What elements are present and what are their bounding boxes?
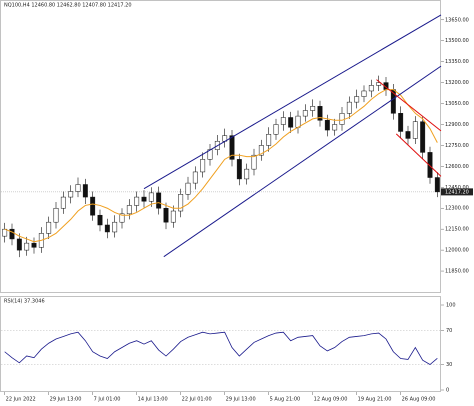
x-tick-label: 14 Jul 13:00 (138, 397, 168, 403)
candle-body (200, 159, 206, 173)
candle-body (16, 238, 22, 251)
candle-body (141, 196, 147, 202)
y-tick-label: 13650.00 (445, 17, 469, 23)
candle-body (354, 96, 360, 103)
candle-body (170, 210, 176, 223)
x-tick-label: 29 Jun 13:00 (50, 397, 82, 403)
rsi-tick-label: 0 (446, 388, 449, 394)
rsi-tick-label: 70 (446, 328, 452, 334)
x-tick-label: 5 Aug 21:00 (270, 397, 301, 403)
candle-body (346, 101, 352, 114)
y-tick-label: 12750.00 (445, 143, 469, 149)
x-tick-label: 22 Jul 01:00 (182, 397, 212, 403)
x-tick-label: 22 Jun 2022 (6, 397, 36, 403)
candle-body (361, 90, 367, 97)
candle-body (236, 159, 242, 180)
trendline (376, 79, 442, 132)
last-price-label: 12417.20 (445, 189, 469, 195)
candle-body (412, 121, 418, 139)
trendline (143, 14, 442, 190)
y-tick-label: 12450.00 (445, 185, 469, 191)
candle-body (266, 133, 272, 146)
y-tick-label: 12600.00 (445, 164, 469, 170)
candle-body (295, 115, 301, 128)
y-tick-label: 13500.00 (445, 38, 469, 44)
chart-title: NQ100,H4 12460.80 12462.80 12407.80 1241… (4, 3, 132, 9)
candle-body (60, 196, 66, 209)
candle-body (229, 135, 235, 160)
candle-body (185, 182, 191, 195)
candle-body (273, 124, 279, 135)
candle-body (53, 207, 59, 223)
candle-body (75, 184, 81, 192)
candle-body (46, 221, 52, 234)
candle-body (368, 85, 374, 92)
y-tick-label: 12900.00 (445, 122, 469, 128)
candle-body (310, 106, 316, 111)
candle-body (288, 117, 294, 128)
candle-body (148, 192, 154, 202)
candle-body (82, 184, 88, 198)
candle-body (280, 117, 286, 125)
candle-body (126, 205, 132, 215)
candle-body (90, 196, 96, 216)
y-tick-label: 11850.00 (445, 269, 469, 275)
candle-body (112, 221, 118, 233)
x-tick-label: 7 Jul 01:00 (94, 397, 121, 403)
candle-body (97, 214, 103, 226)
y-tick-label: 13200.00 (445, 80, 469, 86)
rsi-panel (0, 296, 441, 392)
candle-body (317, 106, 323, 121)
candle-body (427, 152, 433, 178)
candle-body (104, 224, 110, 233)
candle-body (420, 121, 426, 153)
y-tick-label: 13350.00 (445, 59, 469, 65)
candle-body (192, 171, 198, 184)
candle-body (119, 213, 125, 223)
y-tick-label: 12150.00 (445, 227, 469, 233)
rsi-tick-label: 100 (446, 303, 456, 309)
candle-body (324, 120, 330, 131)
candle-body (405, 131, 411, 139)
trendline (163, 65, 442, 258)
candle-body (178, 194, 184, 212)
candle-body (68, 191, 74, 198)
y-tick-label: 12300.00 (445, 206, 469, 212)
candle-body (24, 242, 30, 251)
moving-average (4, 89, 438, 243)
y-tick-label: 12000.00 (445, 248, 469, 254)
x-tick-label: 19 Aug 21:00 (358, 397, 392, 403)
last-price-box (441, 188, 473, 196)
candle-body (258, 145, 264, 156)
candle-body (156, 192, 162, 209)
main-panel (0, 0, 441, 293)
candle-body (9, 228, 15, 240)
candle-body (244, 168, 250, 180)
candle-body (251, 154, 257, 170)
candle-body (31, 242, 37, 248)
candle-body (302, 110, 308, 117)
rsi-tick-label: 30 (446, 362, 452, 368)
rsi-title: RSI(14) 37.3046 (4, 299, 45, 305)
y-tick-label: 13050.00 (445, 101, 469, 107)
x-tick-label: 12 Aug 09:00 (314, 397, 348, 403)
candle-body (163, 207, 169, 223)
candle-body (434, 177, 440, 193)
x-tick-label: 29 Jul 13:00 (226, 397, 256, 403)
rsi-line (4, 331, 438, 365)
candle-body (134, 196, 140, 206)
candle-body (398, 113, 404, 132)
trendline (395, 133, 442, 177)
candle-body (332, 124, 338, 131)
candle-body (376, 82, 382, 86)
candle-body (339, 113, 345, 125)
x-tick-label: 26 Aug 09:00 (402, 397, 436, 403)
